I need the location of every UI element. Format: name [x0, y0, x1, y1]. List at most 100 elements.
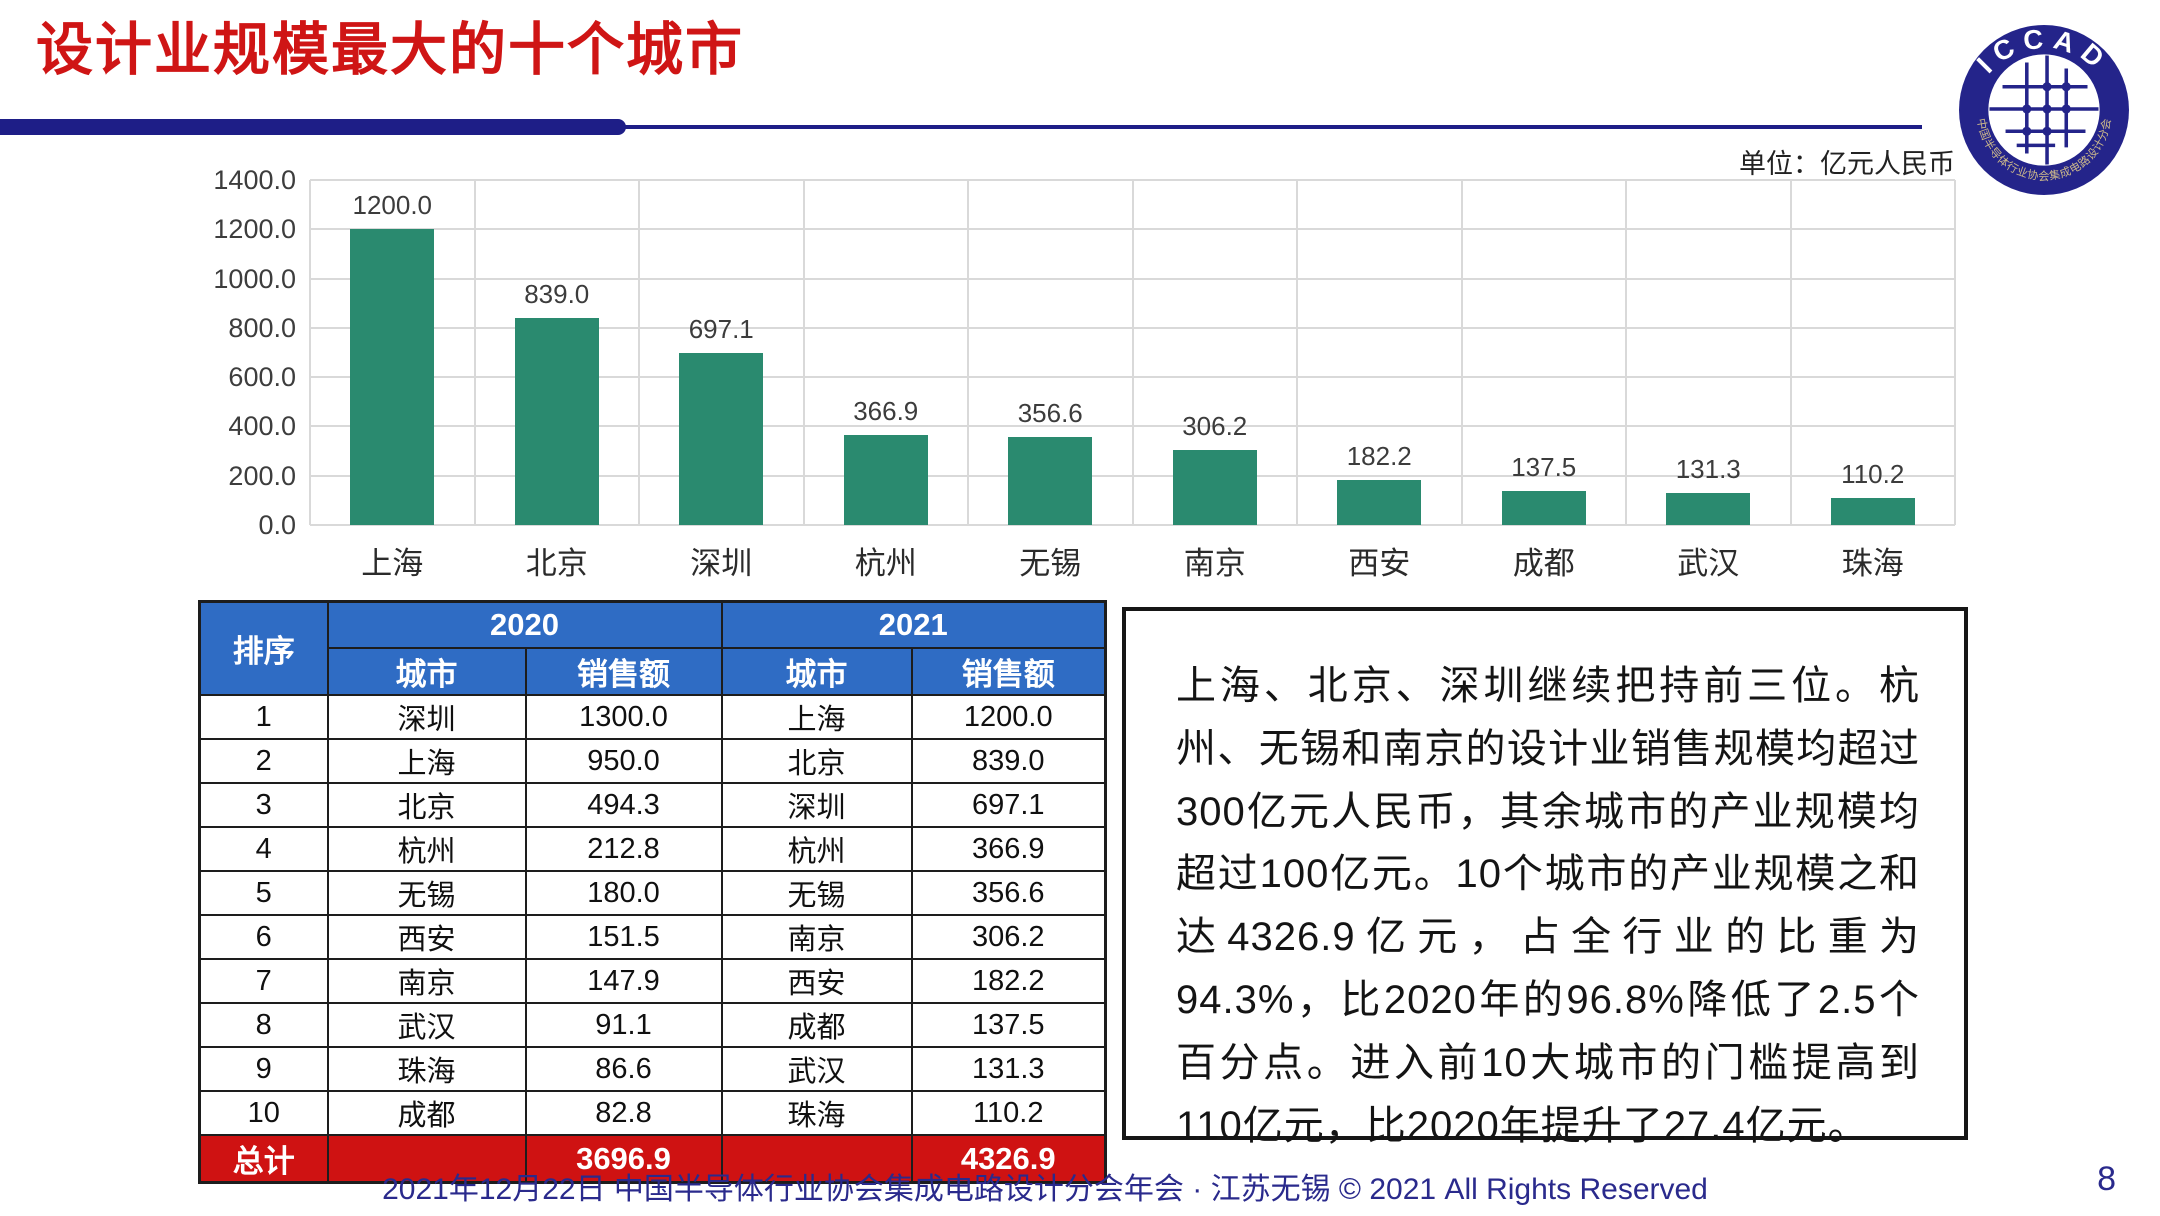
- table-cell: 131.3: [910, 1046, 1107, 1092]
- table-row: 9 珠海 86.6 武汉 131.3: [198, 1046, 1107, 1092]
- table-cell: 182.2: [910, 958, 1107, 1004]
- table-row: 8 武汉 91.1 成都 137.5: [198, 1002, 1107, 1048]
- page-number: 8: [2097, 1160, 2116, 1198]
- bar-value-label: 137.5: [1511, 452, 1577, 483]
- table-cell: 91.1: [524, 1002, 723, 1048]
- commentary-box: 上海、北京、深圳继续把持前三位。杭州、无锡和南京的设计业销售规模均超过300亿元…: [1122, 607, 1968, 1148]
- chart-bar-西安: [1337, 480, 1422, 525]
- table-cell: 5: [198, 870, 329, 916]
- x-axis-label: 杭州: [854, 546, 917, 581]
- table-cell: 212.8: [524, 826, 723, 872]
- footer-text: 2021年12月22日 中国半导体行业协会集成电路设计分会年会 · 江苏无锡 ©…: [382, 1173, 1708, 1206]
- gridline-vertical: [473, 180, 476, 525]
- x-axis-label: 无锡: [1019, 546, 1082, 581]
- header-year-2021: 2021: [720, 600, 1107, 649]
- table-cell: 9: [198, 1046, 329, 1092]
- y-axis-label: 800.0: [228, 312, 296, 343]
- total-row: 总计 3696.9 4326.9: [198, 1134, 1107, 1184]
- header-rank: 排序: [198, 600, 329, 696]
- table-cell: 珠海: [326, 1046, 527, 1092]
- chart-bar-杭州: [843, 434, 928, 525]
- table-cell: 3: [198, 782, 329, 828]
- bar-value-label: 1200.0: [352, 190, 433, 221]
- y-axis-label: 200.0: [228, 460, 296, 491]
- table-cell: 珠海: [720, 1090, 913, 1136]
- bar-value-label: 356.6: [1017, 398, 1083, 429]
- gridline-vertical: [1789, 180, 1792, 525]
- table-row: 6 西安 151.5 南京 306.2: [198, 914, 1107, 960]
- x-axis-label: 武汉: [1677, 546, 1740, 581]
- table-cell: 1: [198, 694, 329, 740]
- table-row: 7 南京 147.9 西安 182.2: [198, 958, 1107, 1004]
- gridline-vertical: [1296, 180, 1298, 525]
- table-cell: 494.3: [524, 782, 723, 828]
- table-cell: 武汉: [326, 1002, 527, 1048]
- gridline-vertical: [638, 180, 640, 525]
- bar-value-label: 839.0: [524, 279, 590, 310]
- table-cell: 7: [198, 958, 329, 1004]
- gridline-vertical: [1625, 180, 1627, 525]
- page-title: 设计业规模最大的十个城市: [36, 18, 744, 82]
- chart-bar-上海: [350, 229, 435, 525]
- header-city-2020: 城市: [326, 647, 527, 696]
- table-cell: 西安: [720, 958, 913, 1004]
- table-cell: 2: [198, 738, 329, 784]
- table-cell: 356.6: [910, 870, 1107, 916]
- total-empty-cell: [326, 1134, 527, 1184]
- iccad-logo-image: ICCAD 中国半导体行业协会集成电路设计分会: [1959, 22, 2129, 195]
- ranking-table-grid: 排序 2020 2021 城市 销售额 城市 销售额 1 深圳 1300.0 上海 12…: [198, 600, 1107, 1184]
- table-row: 3 北京 494.3 深圳 697.1: [198, 782, 1107, 828]
- total-empty-cell: [720, 1134, 913, 1184]
- table-cell: 306.2: [910, 914, 1107, 960]
- bar-value-label: 366.9: [853, 395, 919, 426]
- table-cell: 上海: [720, 694, 913, 740]
- table-cell: 137.5: [910, 1002, 1107, 1048]
- gridline-vertical: [309, 180, 311, 525]
- table-cell: 4: [198, 826, 329, 872]
- table-cell: 杭州: [326, 826, 527, 872]
- table-cell: 成都: [326, 1090, 527, 1136]
- gridline-vertical: [1131, 180, 1134, 525]
- chart-bar-无锡: [1008, 437, 1093, 525]
- bar-value-label: 697.1: [688, 314, 754, 345]
- circuit-dots: [2022, 82, 2071, 136]
- table-cell: 180.0: [524, 870, 723, 916]
- table-cell: 8: [198, 1002, 329, 1048]
- table-cell: 杭州: [720, 826, 913, 872]
- table-cell: 110.2: [910, 1090, 1107, 1136]
- total-2020: 3696.9: [524, 1134, 723, 1184]
- y-axis-label: 1200.0: [213, 214, 296, 245]
- table-cell: 6: [198, 914, 329, 960]
- table-cell: 北京: [720, 738, 913, 784]
- chart-bar-深圳: [679, 353, 764, 525]
- chart-bar-南京: [1172, 449, 1257, 525]
- x-axis-label: 深圳: [690, 546, 753, 581]
- table-cell: 950.0: [524, 738, 723, 784]
- total-2021: 4326.9: [910, 1134, 1107, 1184]
- table-cell: 86.6: [524, 1046, 723, 1092]
- x-axis-label: 上海: [361, 546, 424, 581]
- x-axis-label: 南京: [1183, 546, 1246, 581]
- table-cell: 深圳: [720, 782, 913, 828]
- table-row: 4 杭州 212.8 杭州 366.9: [198, 826, 1107, 872]
- gridline-vertical: [1460, 180, 1463, 525]
- header-sales-2021: 销售额: [910, 647, 1107, 696]
- x-axis-label: 西安: [1348, 546, 1411, 581]
- unit-label: 单位：亿元人民币: [1739, 149, 1955, 179]
- table-cell: 10: [198, 1090, 329, 1136]
- bar-value-label: 131.3: [1675, 453, 1741, 484]
- bar-value-label: 306.2: [1182, 410, 1248, 441]
- header-city-2021: 城市: [720, 647, 913, 696]
- x-axis-label: 成都: [1512, 546, 1575, 581]
- bar-value-label: 182.2: [1346, 441, 1412, 472]
- table-cell: 成都: [720, 1002, 913, 1048]
- total-label: 总计: [198, 1134, 329, 1184]
- table-cell: 366.9: [910, 826, 1107, 872]
- table-cell: 南京: [720, 914, 913, 960]
- title-underline-thin: [620, 125, 1922, 129]
- table-cell: 武汉: [720, 1046, 913, 1092]
- commentary-text: 上海、北京、深圳继续把持前三位。杭州、无锡和南京的设计业销售规模均超过300亿元…: [1176, 664, 1920, 1148]
- table-row: 2 上海 950.0 北京 839.0: [198, 738, 1107, 784]
- table-cell: 上海: [326, 738, 527, 784]
- chart-bar-珠海: [1830, 497, 1915, 525]
